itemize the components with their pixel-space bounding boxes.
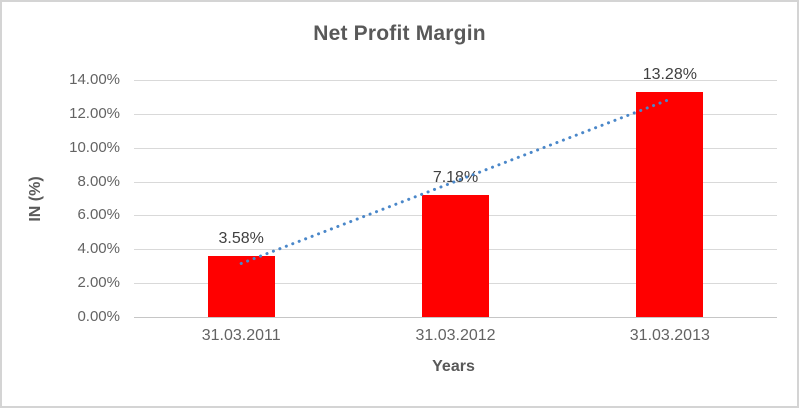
y-axis-tick-label: 0.00% (77, 308, 120, 325)
y-axis-tick-label: 2.00% (77, 274, 120, 292)
y-axis-tick-label: 12.00% (69, 104, 120, 122)
bar (207, 256, 275, 317)
x-axis-tick-label: 31.03.2012 (415, 327, 496, 344)
y-axis-tick-label: 8.00% (77, 172, 120, 190)
gridline (134, 80, 777, 81)
x-axis-line (134, 317, 777, 318)
y-axis-tick-label: 14.00% (69, 71, 120, 88)
y-axis-tick-label: 6.00% (77, 206, 120, 224)
x-axis-tick-label: 31.03.2013 (629, 327, 710, 344)
y-axis-tick-label: 10.00% (69, 138, 120, 156)
bar-value-label: 13.28% (642, 66, 697, 84)
bar-value-label: 3.58% (218, 230, 264, 248)
x-axis-title: Years (432, 358, 475, 375)
y-axis-tick-label: 4.00% (77, 240, 120, 258)
chart-title: Net Profit Margin (313, 22, 486, 45)
bar-value-label: 7.18% (432, 169, 479, 187)
bar (636, 92, 704, 317)
x-axis-tick-label: 31.03.2011 (201, 327, 281, 344)
bar (422, 195, 489, 317)
